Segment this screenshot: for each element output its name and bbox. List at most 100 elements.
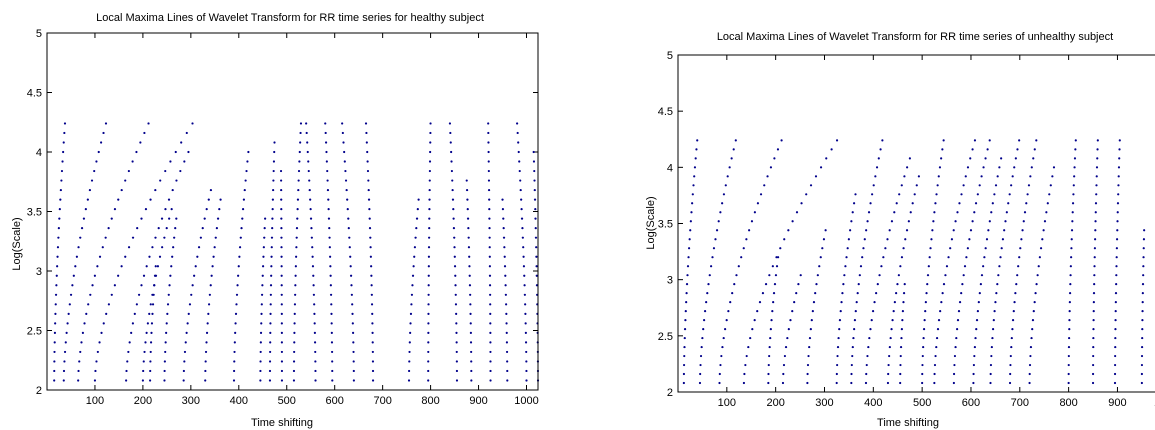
maxima-point — [1140, 372, 1143, 376]
maxima-point — [294, 274, 297, 277]
maxima-point — [922, 327, 926, 331]
maxima-point — [745, 354, 748, 358]
maxima-point — [1028, 372, 1031, 376]
maxima-point — [963, 265, 967, 268]
maxima-point — [933, 372, 936, 376]
maxima-point — [369, 236, 372, 239]
maxima-point — [408, 360, 411, 363]
maxima-point — [314, 379, 317, 382]
maxima-point — [1140, 354, 1144, 358]
maxima-point — [131, 160, 134, 163]
maxima-point — [87, 303, 90, 306]
maxima-point — [454, 274, 457, 277]
maxima-point — [749, 336, 752, 340]
maxima-point — [312, 274, 315, 277]
maxima-point — [157, 227, 160, 230]
maxima-point — [186, 322, 189, 325]
maxima-point — [149, 341, 153, 344]
maxima-point — [241, 217, 244, 220]
maxima-point — [993, 310, 996, 313]
maxima-point — [163, 236, 166, 239]
maxima-point — [150, 322, 154, 325]
maxima-point — [270, 246, 273, 249]
maxima-point — [140, 217, 143, 220]
maxima-point — [470, 360, 473, 363]
maxima-point — [715, 229, 719, 232]
maxima-point — [487, 122, 490, 125]
maxima-point — [233, 350, 236, 354]
maxima-point — [534, 217, 537, 220]
maxima-point — [933, 363, 937, 367]
maxima-point — [722, 336, 725, 340]
maxima-point — [452, 227, 456, 230]
maxima-point — [726, 175, 729, 178]
maxima-point — [487, 131, 490, 135]
maxima-point — [684, 310, 687, 313]
maxima-point — [956, 319, 960, 322]
maxima-point — [448, 122, 452, 125]
maxima-point — [521, 227, 524, 230]
y-tick-label: 3.5 — [658, 219, 673, 231]
maxima-point — [298, 150, 301, 154]
maxima-point — [64, 341, 67, 344]
maxima-point — [519, 188, 522, 192]
maxima-point — [502, 217, 505, 220]
maxima-point — [1043, 220, 1047, 223]
maxima-point — [348, 246, 351, 249]
maxima-point — [504, 274, 507, 277]
maxima-point — [740, 256, 743, 259]
maxima-point — [719, 211, 722, 214]
maxima-point — [489, 322, 492, 325]
maxima-point — [838, 319, 842, 322]
maxima-point — [937, 319, 941, 322]
maxima-point — [1117, 175, 1120, 178]
maxima-point — [884, 247, 887, 250]
maxima-point — [974, 336, 977, 340]
maxima-point — [501, 208, 505, 211]
maxima-point — [199, 236, 202, 239]
maxima-point — [1068, 310, 1071, 313]
maxima-point — [1095, 193, 1098, 196]
maxima-point — [67, 312, 70, 315]
maxima-point — [899, 381, 902, 385]
maxima-point — [1032, 310, 1035, 313]
maxima-point — [280, 246, 283, 249]
maxima-point — [234, 322, 237, 325]
maxima-point — [899, 363, 902, 367]
maxima-point — [685, 292, 688, 295]
maxima-point — [470, 350, 473, 354]
maxima-point — [759, 193, 763, 196]
maxima-point — [1114, 319, 1117, 322]
maxima-point — [791, 220, 794, 223]
maxima-point — [204, 369, 207, 373]
maxima-point — [79, 236, 82, 239]
maxima-point — [533, 179, 536, 182]
maxima-point — [328, 236, 331, 239]
maxima-point — [120, 188, 123, 192]
maxima-point — [215, 227, 218, 230]
maxima-point — [244, 179, 247, 182]
maxima-point — [830, 148, 833, 151]
maxima-point — [877, 157, 880, 160]
maxima-point — [768, 345, 771, 349]
x-tick-label: 600 — [326, 395, 344, 407]
maxima-point — [168, 284, 171, 287]
maxima-point — [487, 169, 490, 173]
maxima-point — [350, 293, 353, 296]
maxima-point — [97, 150, 100, 154]
y-tick-label: 4 — [667, 162, 673, 174]
maxima-point — [1073, 157, 1077, 160]
maxima-point — [409, 322, 412, 325]
y-tick-label: 5 — [36, 28, 42, 40]
maxima-point — [345, 188, 348, 192]
x-tick-label: 900 — [1108, 397, 1126, 409]
maxima-point — [328, 227, 331, 230]
maxima-point — [966, 247, 969, 250]
maxima-point — [54, 322, 57, 325]
maxima-point — [784, 345, 788, 349]
maxima-point — [725, 319, 728, 322]
maxima-point — [313, 312, 316, 315]
maxima-point — [799, 274, 802, 277]
maxima-point — [532, 150, 535, 154]
maxima-point — [768, 274, 771, 277]
